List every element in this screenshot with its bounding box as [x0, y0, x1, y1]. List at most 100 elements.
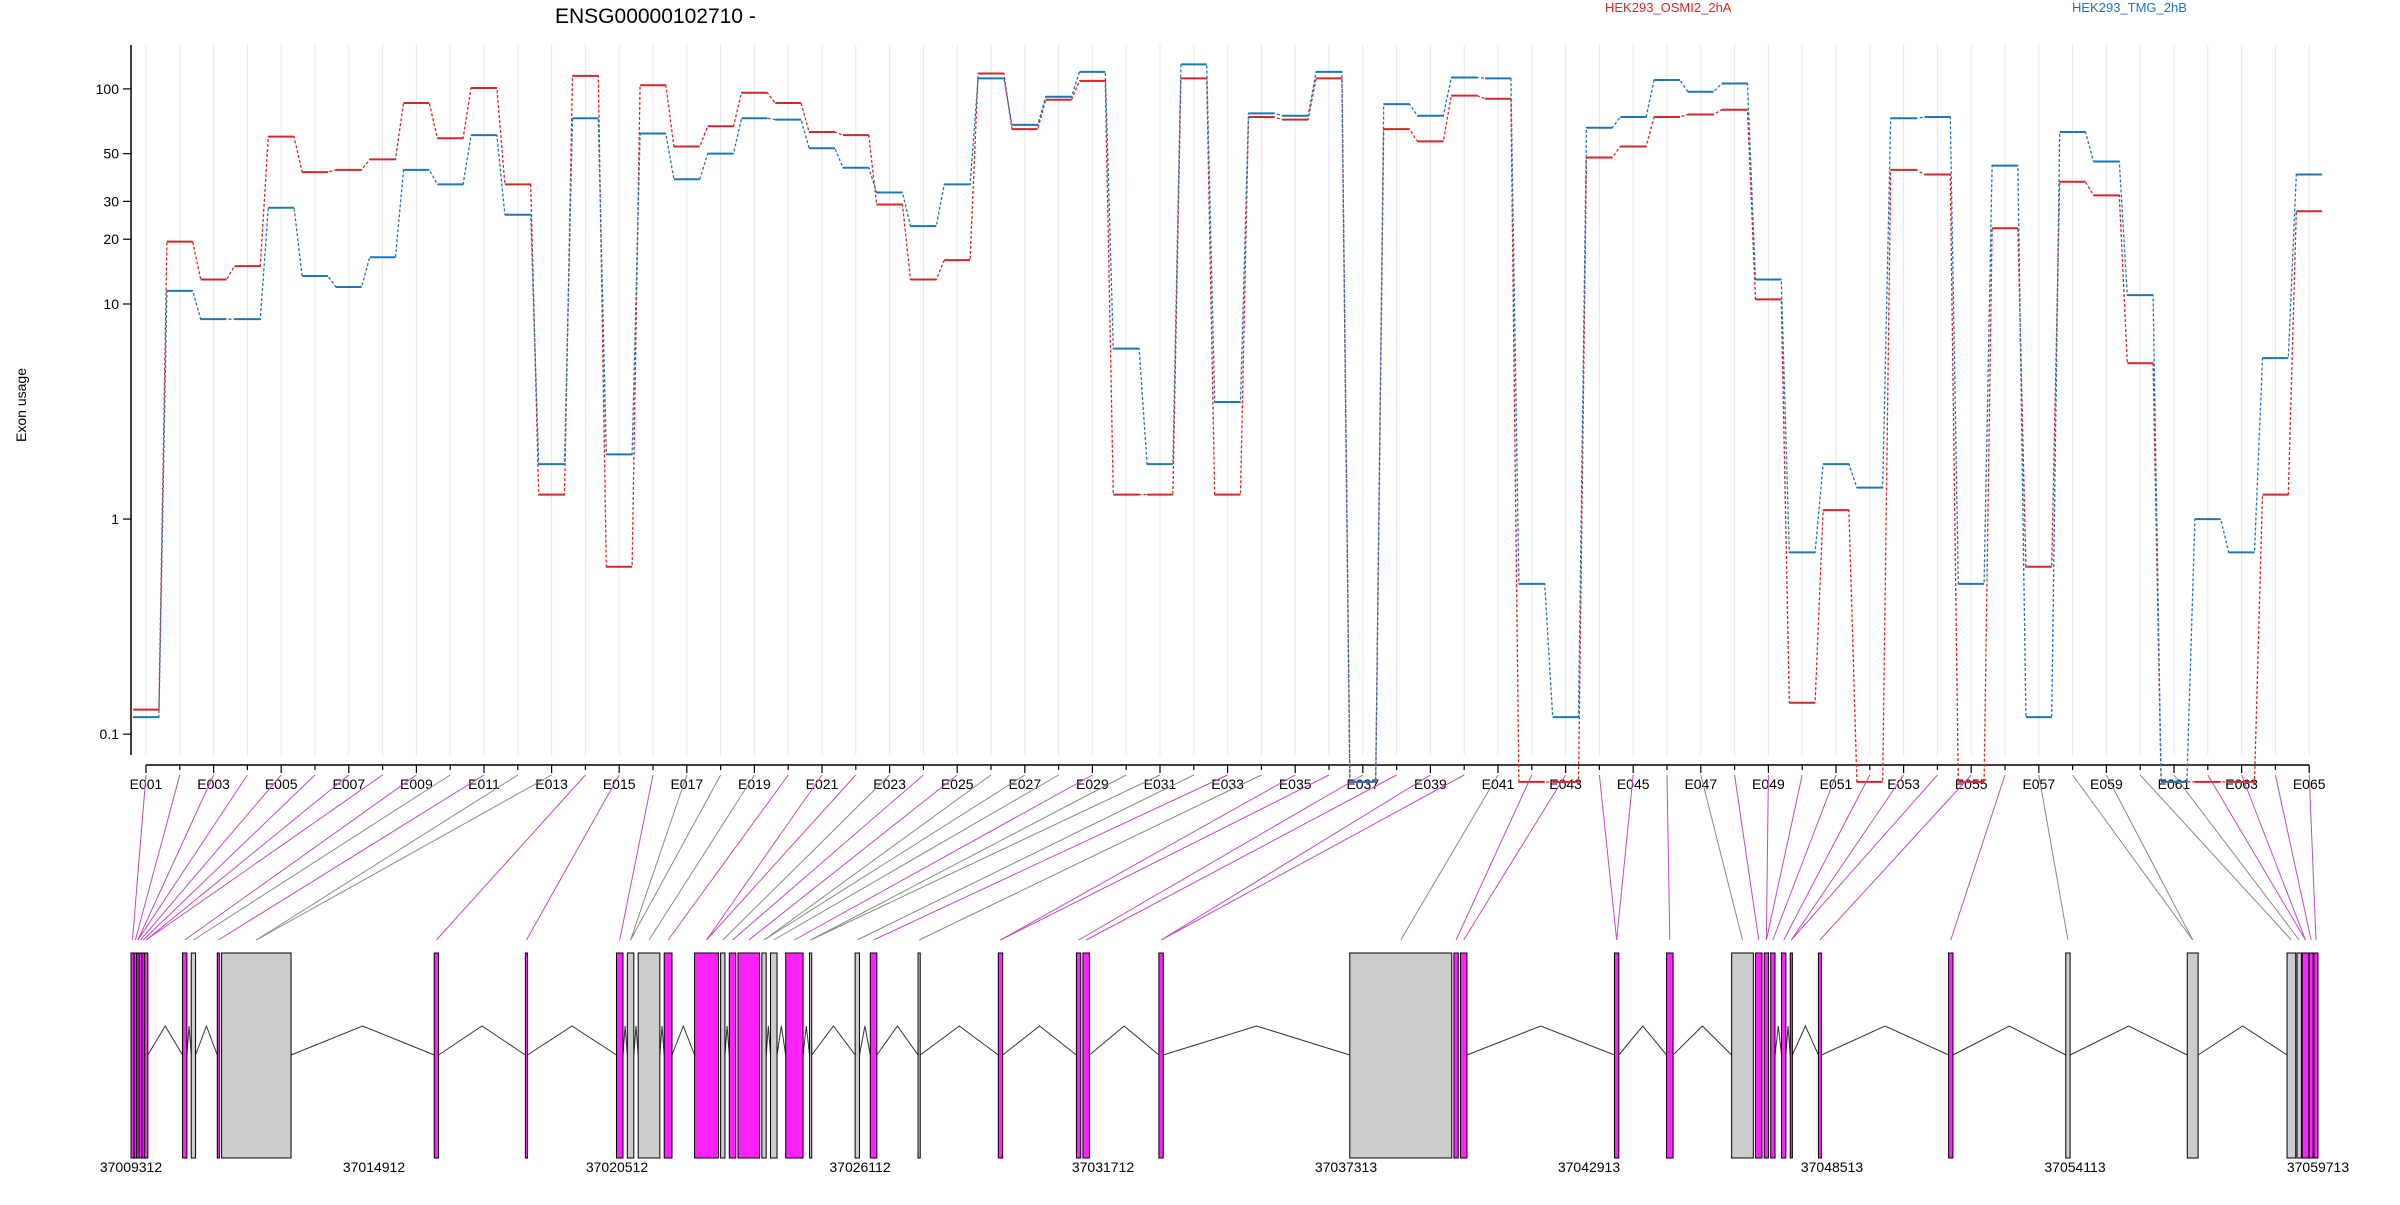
- connector-E042: [1455, 774, 1533, 941]
- genome-tick-label: 37048513: [1801, 1159, 1864, 1175]
- intron: [527, 1025, 617, 1056]
- y-tick-label: 50: [103, 146, 119, 162]
- genome-tick-label: 37031712: [1072, 1159, 1135, 1175]
- connector-E011: [218, 774, 485, 941]
- connector-E025: [748, 774, 958, 941]
- connector-E029: [794, 774, 1093, 941]
- exon-box-28: [997, 952, 1004, 1159]
- connector-E010: [193, 774, 451, 941]
- connector-E043: [1463, 774, 1567, 941]
- intron: [622, 1025, 628, 1056]
- connector-E030: [810, 774, 1127, 941]
- exon-box-18: [720, 952, 726, 1159]
- exon-box-1: [130, 952, 135, 1159]
- x-tick-label: E039: [1414, 776, 1447, 792]
- exon-box-48: [2296, 952, 2302, 1159]
- connector-E018: [630, 774, 722, 941]
- exon-box-39: [1763, 952, 1770, 1159]
- exon-box-35: [1613, 952, 1620, 1159]
- genome-tick-label: 37042913: [1558, 1159, 1621, 1175]
- exon-box-8: [190, 952, 197, 1159]
- genome-tick-label: 37054113: [2044, 1159, 2105, 1175]
- exon-box-11: [433, 952, 440, 1159]
- exon-box-41: [1781, 952, 1787, 1159]
- connector-E026: [763, 774, 992, 941]
- x-tick-label: E031: [1144, 776, 1177, 792]
- x-tick-label: E015: [603, 776, 636, 792]
- intron: [2069, 1025, 2188, 1056]
- exon-box-4: [138, 952, 143, 1159]
- x-tick-label: E029: [1076, 776, 1109, 792]
- connector-E038: [1085, 774, 1397, 941]
- connector-E019: [648, 774, 755, 941]
- connector-E009: [184, 774, 417, 941]
- connector-E053: [1790, 774, 1905, 941]
- x-tick-label: E027: [1008, 776, 1041, 792]
- x-tick-label: E019: [738, 776, 771, 792]
- exon-box-46: [2186, 952, 2199, 1159]
- connector-E027: [763, 774, 1026, 941]
- exon-box-12: [524, 952, 529, 1159]
- exon-box-20: [737, 952, 761, 1159]
- connector-E037: [1078, 774, 1364, 941]
- x-tick-label: E007: [332, 776, 365, 792]
- exon-box-51: [2313, 952, 2319, 1159]
- exon-box-23: [785, 952, 804, 1159]
- connector-E056: [1950, 774, 2006, 941]
- intron: [1952, 1025, 2066, 1056]
- x-tick-label: E001: [130, 776, 163, 792]
- connector-E001: [131, 774, 147, 941]
- legend-entry-osmi2: HEK293_OSMI2_2hA: [1605, 0, 1732, 15]
- intron: [195, 1024, 218, 1056]
- x-tick-label: E017: [670, 776, 703, 792]
- connector-E046: [1666, 774, 1671, 941]
- connector-E015: [525, 774, 620, 941]
- exon-box-44: [1948, 952, 1954, 1159]
- x-tick-label: E063: [2225, 776, 2258, 792]
- connector-E017: [630, 774, 688, 941]
- y-axis-label: Exon usage: [13, 368, 29, 442]
- x-tick-label: E013: [535, 776, 568, 792]
- connector-E052: [1783, 774, 1871, 941]
- intron: [1002, 1025, 1077, 1056]
- intron: [876, 1025, 919, 1056]
- connector-E014: [436, 774, 586, 941]
- connector-E045: [1616, 774, 1634, 941]
- y-tick-label: 10: [103, 296, 119, 312]
- x-tick-label: E057: [2022, 776, 2055, 792]
- connector-E034: [918, 774, 1262, 941]
- exon-box-30: [1082, 952, 1090, 1159]
- y-tick-label: 0.1: [100, 726, 120, 742]
- x-tick-label: E023: [873, 776, 906, 792]
- x-tick-label: E043: [1549, 776, 1582, 792]
- connector-E006: [142, 774, 316, 941]
- exon-box-21: [761, 952, 767, 1159]
- intron: [659, 1025, 665, 1056]
- gene-model: 37009312 37014912 37020512 37026112 37031712…: [100, 952, 2349, 1175]
- x-tick-label: E061: [2158, 776, 2191, 792]
- connector-E003: [137, 774, 215, 941]
- series-dotted-HEK293_TMG_2hB: [133, 63, 2323, 783]
- connector-E062: [2207, 774, 2306, 941]
- intron: [2197, 1025, 2288, 1056]
- exon-box-22: [770, 952, 778, 1159]
- connector-E061: [2173, 774, 2300, 941]
- exon-box-37: [1731, 952, 1754, 1159]
- x-tick-label: E025: [941, 776, 974, 792]
- labels: ENSG00000102710 - HEK293_OSMI2_2hA HEK29…: [13, 0, 2187, 442]
- series-lines: [133, 63, 2323, 783]
- intron: [1672, 1025, 1732, 1056]
- connector-E058: [2072, 774, 2194, 941]
- y-tick-label: 30: [103, 193, 119, 209]
- connector-E004: [137, 774, 248, 941]
- intron: [186, 1025, 192, 1056]
- y-tick-label: 1: [111, 511, 119, 527]
- y-tick-label: 100: [96, 81, 120, 97]
- x-tick-label: E047: [1684, 776, 1717, 792]
- exon-box-29: [1075, 952, 1082, 1159]
- connector-E024: [732, 774, 924, 941]
- connector-E002: [134, 774, 181, 941]
- connector-E033: [873, 774, 1228, 941]
- exon-box-16: [663, 952, 673, 1159]
